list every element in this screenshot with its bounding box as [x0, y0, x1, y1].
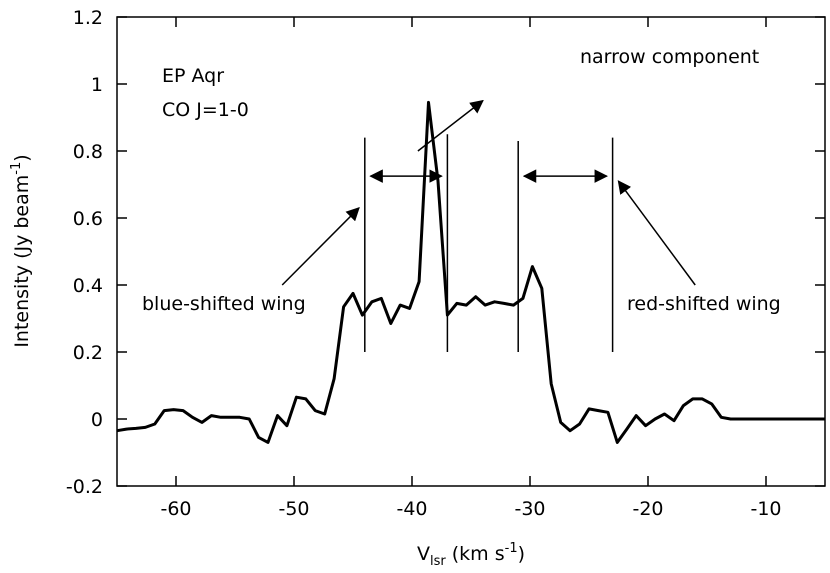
x-tick-label: -30 [514, 498, 545, 520]
x-tick-label: -40 [396, 498, 427, 520]
y-tick-label: -0.2 [66, 476, 103, 498]
y-tick-label: 0.4 [73, 275, 103, 297]
plot-frame [116, 16, 826, 487]
series-layer [116, 100, 825, 444]
x-tick-label: -60 [160, 498, 191, 520]
y-tick-label: 0 [91, 409, 103, 431]
y-tick-label: 0.8 [73, 141, 103, 163]
annotation-arrow [281, 206, 360, 286]
annotation-arrow [617, 180, 696, 286]
y-tick-label: 1.2 [73, 7, 103, 29]
x-axis-title: Vlsr (km s-1) [417, 541, 525, 569]
annotation-arrow [417, 99, 484, 152]
y-tick-label: 0.2 [73, 342, 103, 364]
y-tick-label: 1 [91, 74, 103, 96]
annotation-red-shifted-wing: red-shifted wing [627, 293, 781, 315]
x-tick-label: -20 [632, 498, 663, 520]
x-tick-label: -10 [750, 498, 781, 520]
axis-ticks: -60 -50 -40 -30 -20 -10 -0.2 0 0.2 0.4 0.6 0.8 1 1.2 [66, 7, 825, 520]
annotation-narrow-component: narrow component [580, 46, 759, 68]
y-axis-title: Intensity (Jy beam-1) [9, 154, 33, 347]
annotation-blue-shifted-wing: blue-shifted wing [142, 293, 306, 315]
x-tick-label: -50 [278, 498, 309, 520]
y-tick-label: 0.6 [73, 208, 103, 230]
chart-title-line2: CO J=1-0 [162, 99, 249, 121]
spectrum-line [116, 100, 825, 444]
chart-title-line1: EP Aqr [162, 65, 224, 87]
